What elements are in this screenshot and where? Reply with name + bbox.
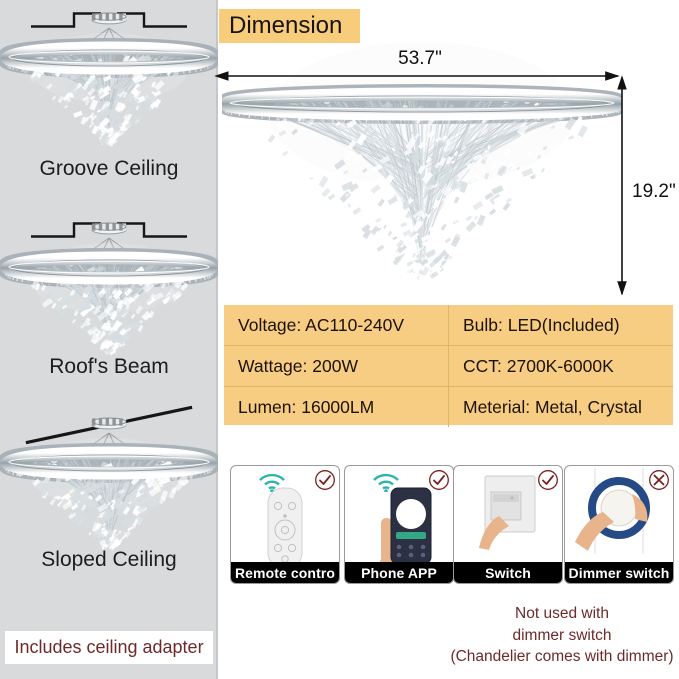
svg-text:19.2": 19.2" — [632, 181, 676, 202]
svg-text:53.7": 53.7" — [398, 48, 442, 69]
